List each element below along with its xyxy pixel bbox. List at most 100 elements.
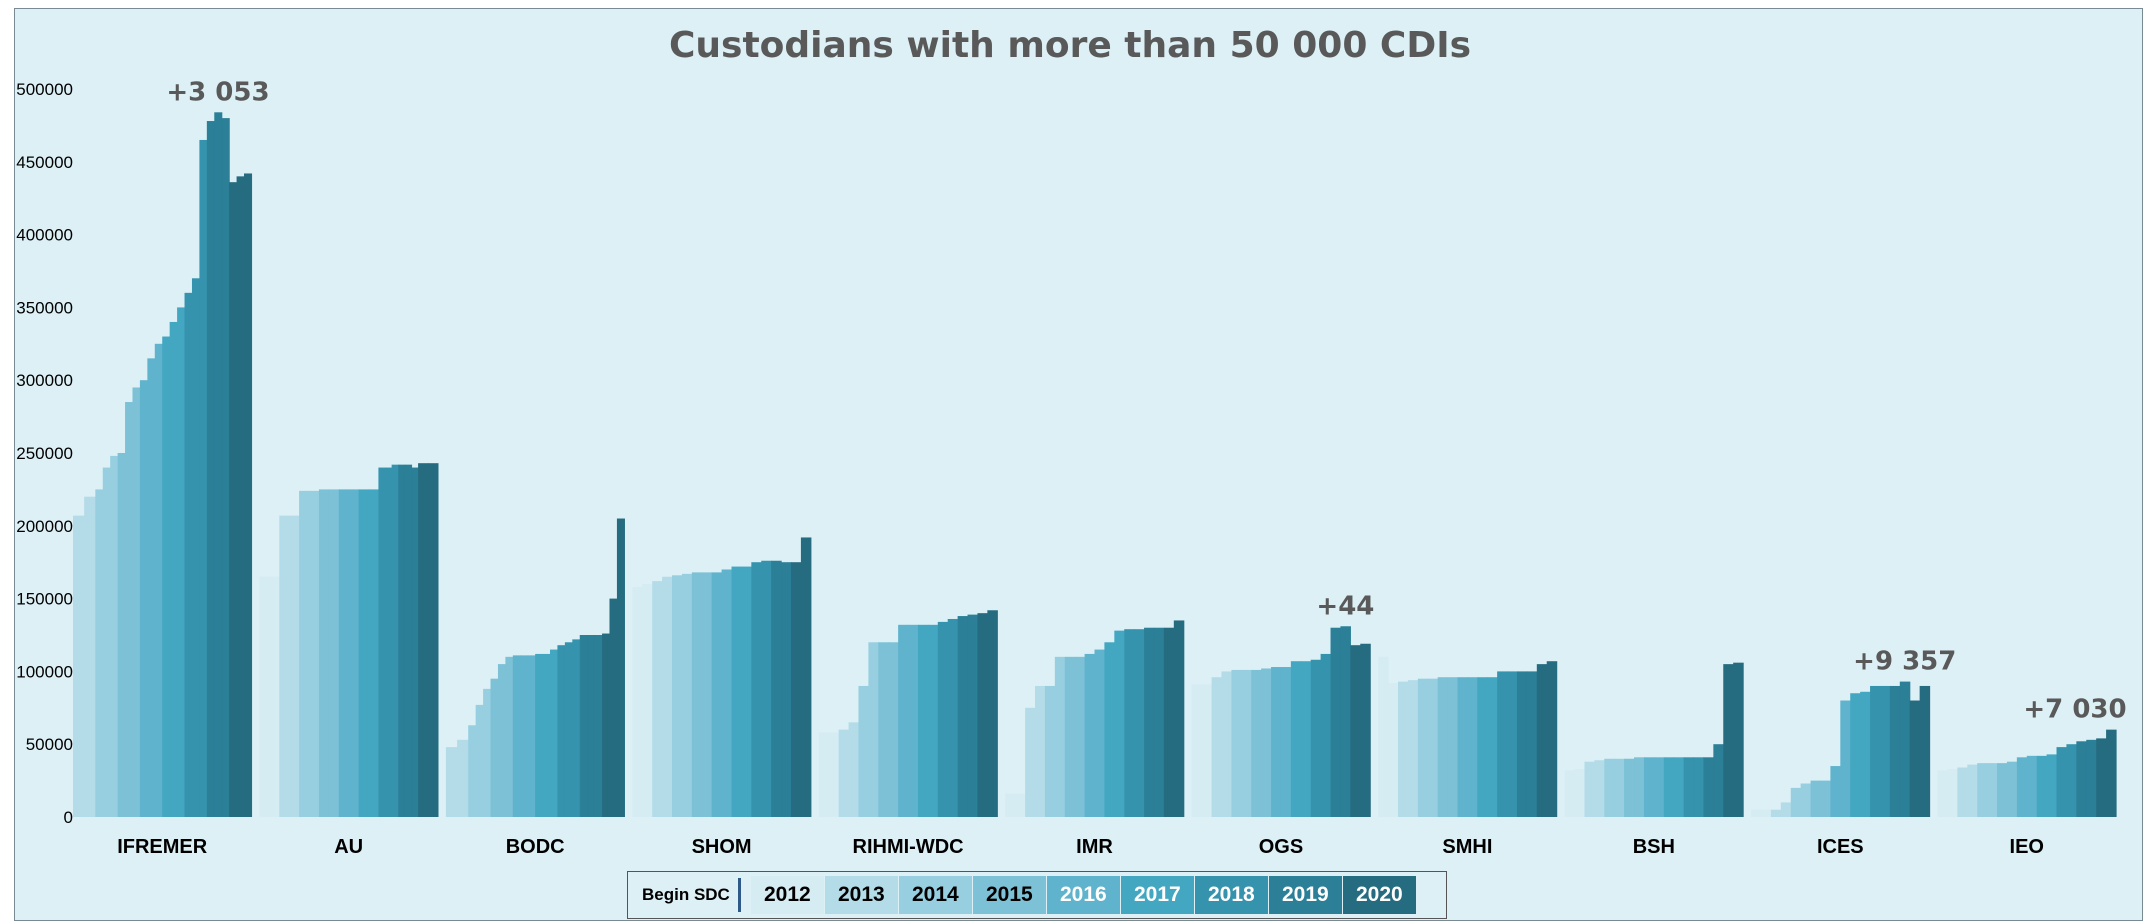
bar-ices-2015: [1810, 780, 1822, 817]
x-tick-label: AU: [334, 836, 363, 858]
y-tick-label: 150000: [16, 590, 73, 609]
bar-shom-2013: [652, 581, 663, 817]
bar-imr-2013: [1035, 685, 1046, 817]
bar-imr-2016: [1084, 653, 1096, 817]
bar-ogs-2012: [1191, 684, 1203, 817]
bar-imr-2017: [1104, 642, 1115, 817]
bar-ieo-2015: [2006, 761, 2018, 817]
bar-ogs-2018: [1320, 653, 1332, 817]
bar-imr-2012: [1015, 793, 1026, 817]
y-tick-label: 300000: [16, 371, 73, 390]
bar-ifremer-2013: [73, 515, 85, 817]
bar-rihmi-wdc-2012: [828, 732, 840, 817]
bar-ieo-2016: [2016, 757, 2028, 817]
bar-imr-2014: [1044, 685, 1056, 817]
bar-ieo-2014: [1987, 763, 1998, 817]
x-tick-label: SMHI: [1442, 836, 1492, 858]
bar-au-2018: [378, 467, 386, 817]
annotation-label: +7 030: [2023, 695, 2126, 725]
bar-ifremer-2014: [102, 467, 111, 817]
bar-ogs-2013: [1221, 671, 1232, 817]
bar-bsh-2016: [1653, 757, 1665, 817]
x-tick-label: IMR: [1076, 836, 1113, 858]
bar-au-2012: [259, 576, 270, 817]
bar-rihmi-wdc-2019: [957, 616, 969, 817]
bar-ieo-2020: [2096, 738, 2107, 817]
bar-rihmi-wdc-2014: [858, 685, 869, 817]
bar-shom-2012: [642, 584, 653, 817]
bar-ogs-2019: [1330, 627, 1342, 817]
bar-bodc-2015: [497, 664, 506, 817]
bar-ogs-2016: [1271, 667, 1282, 817]
bar-smhi-2016: [1467, 677, 1478, 817]
bar-ifremer-2019: [206, 121, 215, 817]
bar-bsh-2017: [1663, 757, 1675, 817]
bar-bodc-2013: [445, 747, 458, 817]
x-tick-label: SHOM: [692, 836, 752, 858]
bar-ices-2012: [1761, 809, 1772, 817]
y-tick-label: 100000: [16, 662, 73, 681]
bar-imr-2018: [1124, 629, 1135, 817]
bar-ifremer-2016: [139, 380, 148, 817]
bar-ogs-2015: [1251, 669, 1262, 817]
bar-bsh-2016: [1643, 757, 1655, 817]
bar-bodc-2019: [579, 635, 588, 817]
chart-title: Custodians with more than 50 000 CDIs: [669, 25, 1471, 66]
y-tick-label: 50000: [26, 735, 73, 754]
bar-imr-2020: [1163, 627, 1175, 817]
legend-year-2014: 2014: [898, 876, 972, 914]
bar-ifremer-2014: [110, 455, 119, 817]
bar-bsh-2018: [1683, 757, 1695, 817]
bar-bsh-2015: [1634, 757, 1645, 817]
bar-rihmi-wdc-2015: [888, 642, 899, 817]
bar-ogs-2020: [1350, 645, 1361, 817]
bar-bsh-2015: [1624, 758, 1635, 817]
bar-ieo-2019: [2086, 739, 2097, 817]
bar-rihmi-wdc-2017: [927, 624, 939, 817]
y-tick-label: 500000: [16, 80, 73, 99]
annotation-label: +9 357: [1853, 647, 1956, 677]
bar-shom-2015: [701, 572, 713, 817]
bar-bodc-2016: [512, 655, 521, 817]
bar-smhi-2018: [1497, 671, 1508, 817]
bar-au-2020: [418, 463, 429, 817]
bar-ifremer-2018: [191, 278, 201, 817]
bar-shom-2016: [711, 572, 723, 817]
bar-bsh-2013: [1594, 760, 1605, 817]
legend-begin-marker: [737, 878, 741, 912]
bar-au-2012: [269, 576, 280, 817]
bar-smhi-2019: [1516, 671, 1528, 817]
legend-year-2020: 2020: [1342, 876, 1416, 914]
bar-ogs-2013: [1211, 677, 1223, 817]
bar-rihmi-wdc-2018: [937, 621, 949, 817]
bar-ices-2012: [1751, 809, 1762, 817]
bar-bsh-2020: [1723, 664, 1734, 817]
chart-svg: Custodians with more than 50 000 CDIs 0 5…: [16, 25, 2126, 858]
bar-bodc-2014: [468, 725, 477, 817]
bar-bodc-2018: [557, 645, 566, 817]
bar-ieo-2013: [1957, 767, 1968, 817]
bar-bodc-2017: [542, 653, 551, 817]
bar-au-2018: [391, 464, 399, 817]
annotation-label: +44: [1316, 591, 1374, 621]
bar-ieo-2015: [1997, 763, 2008, 817]
bar-shom-2012: [632, 586, 643, 817]
bar-imr-2013: [1025, 707, 1036, 817]
bar-ifremer-2018: [199, 139, 208, 817]
bar-ieo-2012: [1947, 768, 1958, 817]
bar-rihmi-wdc-2019: [967, 614, 979, 817]
bar-ifremer-2015: [132, 387, 141, 817]
bar-shom-2018: [761, 560, 772, 817]
annotation-label: +3 053: [166, 77, 269, 107]
bar-shom-2016: [721, 569, 733, 817]
bar-shom-2020: [790, 562, 802, 817]
legend-year-2017: 2017: [1120, 876, 1194, 914]
bar-smhi-2012: [1378, 656, 1389, 817]
bar-shom-2014: [672, 575, 683, 817]
bar-shom-2013: [662, 576, 673, 817]
bar-bsh-2014: [1614, 758, 1625, 817]
legend-year-2018: 2018: [1194, 876, 1268, 914]
bar-smhi-2020: [1546, 661, 1558, 817]
y-tick-label: 200000: [16, 517, 73, 536]
bar-au-2016: [338, 489, 350, 817]
